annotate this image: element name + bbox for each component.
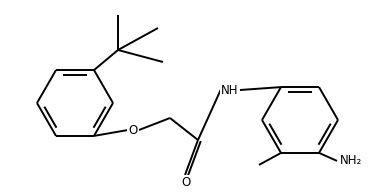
- Text: NH: NH: [221, 83, 239, 96]
- Text: O: O: [128, 124, 138, 137]
- Text: NH₂: NH₂: [340, 154, 362, 167]
- Text: O: O: [182, 177, 191, 190]
